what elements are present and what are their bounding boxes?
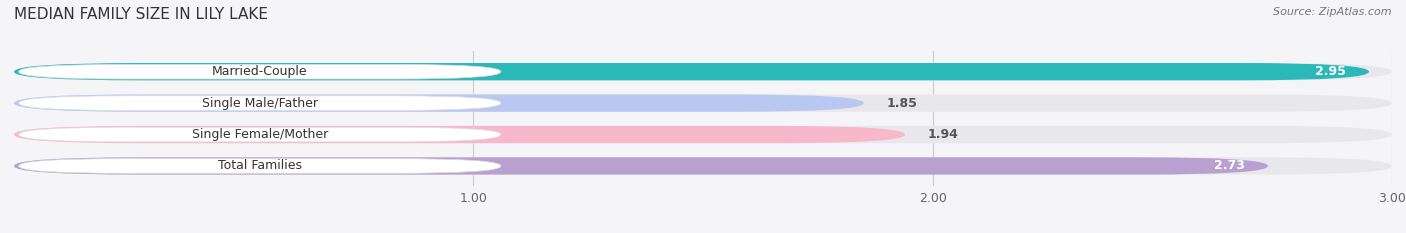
Text: Source: ZipAtlas.com: Source: ZipAtlas.com <box>1274 7 1392 17</box>
Text: Single Male/Father: Single Male/Father <box>202 97 318 110</box>
Text: Total Families: Total Families <box>218 159 302 172</box>
Text: 2.73: 2.73 <box>1215 159 1244 172</box>
FancyBboxPatch shape <box>14 63 1369 80</box>
FancyBboxPatch shape <box>14 94 1392 112</box>
Text: 1.85: 1.85 <box>887 97 918 110</box>
FancyBboxPatch shape <box>14 94 863 112</box>
FancyBboxPatch shape <box>18 127 501 142</box>
Text: MEDIAN FAMILY SIZE IN LILY LAKE: MEDIAN FAMILY SIZE IN LILY LAKE <box>14 7 269 22</box>
Text: 2.95: 2.95 <box>1315 65 1346 78</box>
FancyBboxPatch shape <box>14 126 905 143</box>
FancyBboxPatch shape <box>18 64 501 79</box>
FancyBboxPatch shape <box>14 63 1392 80</box>
Text: Married-Couple: Married-Couple <box>212 65 308 78</box>
FancyBboxPatch shape <box>18 96 501 110</box>
Text: 1.94: 1.94 <box>928 128 959 141</box>
FancyBboxPatch shape <box>14 157 1392 175</box>
Text: Single Female/Mother: Single Female/Mother <box>191 128 328 141</box>
FancyBboxPatch shape <box>14 126 1392 143</box>
FancyBboxPatch shape <box>18 159 501 173</box>
FancyBboxPatch shape <box>14 157 1268 175</box>
